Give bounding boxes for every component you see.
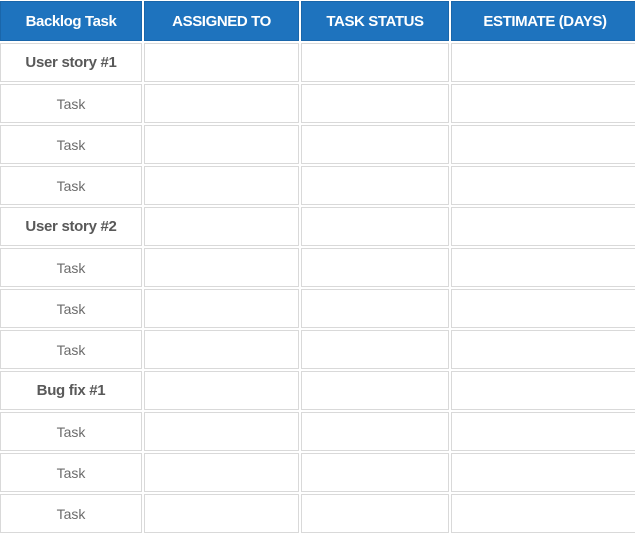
estimate-cell (451, 330, 635, 369)
header-backlog-task: Backlog Task (0, 1, 142, 41)
estimate-cell (451, 207, 635, 246)
estimate-cell (451, 166, 635, 205)
estimate-cell (451, 494, 635, 533)
assigned-cell (144, 43, 299, 82)
status-cell (301, 453, 449, 492)
estimate-cell (451, 248, 635, 287)
estimate-cell (451, 371, 635, 410)
task-cell: Task (0, 125, 142, 164)
assigned-cell (144, 371, 299, 410)
status-cell (301, 412, 449, 451)
assigned-cell (144, 84, 299, 123)
estimate-cell (451, 84, 635, 123)
assigned-cell (144, 248, 299, 287)
estimate-cell (451, 43, 635, 82)
task-cell: Task (0, 289, 142, 328)
assigned-cell (144, 207, 299, 246)
task-cell: Task (0, 84, 142, 123)
task-cell: Task (0, 330, 142, 369)
task-cell: Task (0, 494, 142, 533)
task-cell: User story #2 (0, 207, 142, 246)
assigned-cell (144, 330, 299, 369)
assigned-cell (144, 166, 299, 205)
estimate-cell (451, 453, 635, 492)
status-cell (301, 494, 449, 533)
status-cell (301, 330, 449, 369)
task-cell: Task (0, 166, 142, 205)
status-cell (301, 166, 449, 205)
estimate-cell (451, 125, 635, 164)
assigned-cell (144, 289, 299, 328)
status-cell (301, 207, 449, 246)
assigned-cell (144, 125, 299, 164)
status-cell (301, 84, 449, 123)
status-cell (301, 43, 449, 82)
header-estimate-days: ESTIMATE (DAYS) (451, 1, 635, 41)
task-cell: User story #1 (0, 43, 142, 82)
assigned-cell (144, 494, 299, 533)
task-cell: Task (0, 248, 142, 287)
task-cell: Task (0, 453, 142, 492)
status-cell (301, 289, 449, 328)
estimate-cell (451, 289, 635, 328)
assigned-cell (144, 453, 299, 492)
status-cell (301, 125, 449, 164)
status-cell (301, 248, 449, 287)
assigned-cell (144, 412, 299, 451)
status-cell (301, 371, 449, 410)
header-assigned-to: ASSIGNED TO (144, 1, 299, 41)
task-cell: Task (0, 412, 142, 451)
task-cell: Bug fix #1 (0, 371, 142, 410)
header-task-status: TASK STATUS (301, 1, 449, 41)
estimate-cell (451, 412, 635, 451)
